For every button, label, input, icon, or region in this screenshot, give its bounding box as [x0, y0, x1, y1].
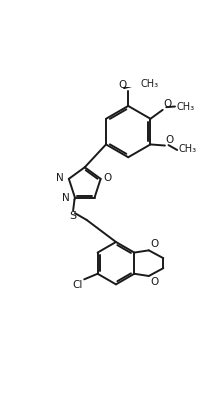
- Text: Cl: Cl: [73, 280, 83, 290]
- Text: CH₃: CH₃: [140, 79, 159, 89]
- Text: O: O: [150, 277, 158, 287]
- Text: S: S: [69, 211, 76, 221]
- Text: O: O: [119, 80, 127, 91]
- Text: N: N: [62, 193, 70, 203]
- Text: O: O: [163, 99, 172, 109]
- Text: CH₃: CH₃: [176, 102, 194, 112]
- Text: O: O: [150, 239, 158, 249]
- Text: O: O: [166, 135, 174, 145]
- Text: N: N: [56, 173, 64, 183]
- Text: CH₃: CH₃: [178, 145, 196, 154]
- Text: O: O: [103, 173, 111, 183]
